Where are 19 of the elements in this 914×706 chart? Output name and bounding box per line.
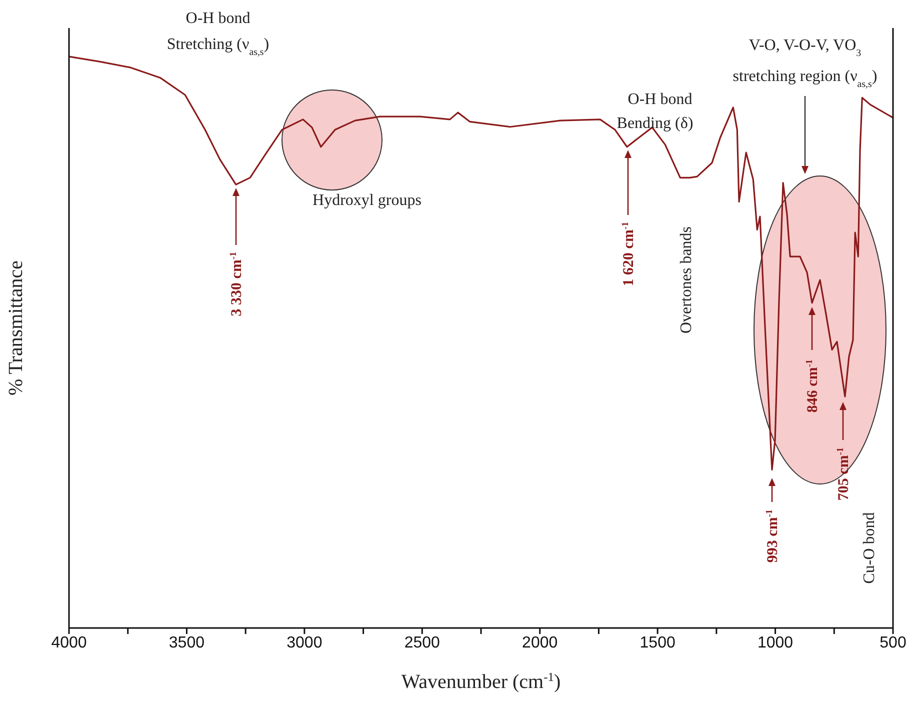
text: O-H bond bbox=[186, 10, 250, 27]
annotation: Overtones bands bbox=[678, 226, 695, 334]
annotation: O-H bond bbox=[628, 91, 692, 108]
annotation: stretching region (ν$_{as,s}$) bbox=[732, 68, 878, 90]
x-tick-label: 1500 bbox=[640, 634, 676, 652]
x-tick-label: 2500 bbox=[404, 634, 440, 652]
x-tick-label: 500 bbox=[880, 634, 906, 652]
annotation: Cu-O bond bbox=[861, 512, 878, 584]
y-axis-title: % Transmittance bbox=[5, 260, 27, 396]
x-tick-label: 2000 bbox=[522, 634, 558, 652]
x-tick-label: 3000 bbox=[286, 634, 322, 652]
annotation: Hydroxyl groups bbox=[312, 192, 422, 209]
annotation: Bending (δ) bbox=[616, 115, 694, 132]
annotation: V-O, V-O-V, VO$_{3}$ bbox=[748, 37, 862, 58]
annotation: Stretching (ν$_{as,s}$) bbox=[166, 36, 270, 58]
x-axis-title: Wavenumber (cm$^{-1}$) bbox=[401, 670, 561, 693]
x-tick-label: 1000 bbox=[757, 634, 794, 652]
x-tick-label: 4000 bbox=[51, 634, 87, 652]
x-tick-label: 3500 bbox=[168, 634, 205, 652]
